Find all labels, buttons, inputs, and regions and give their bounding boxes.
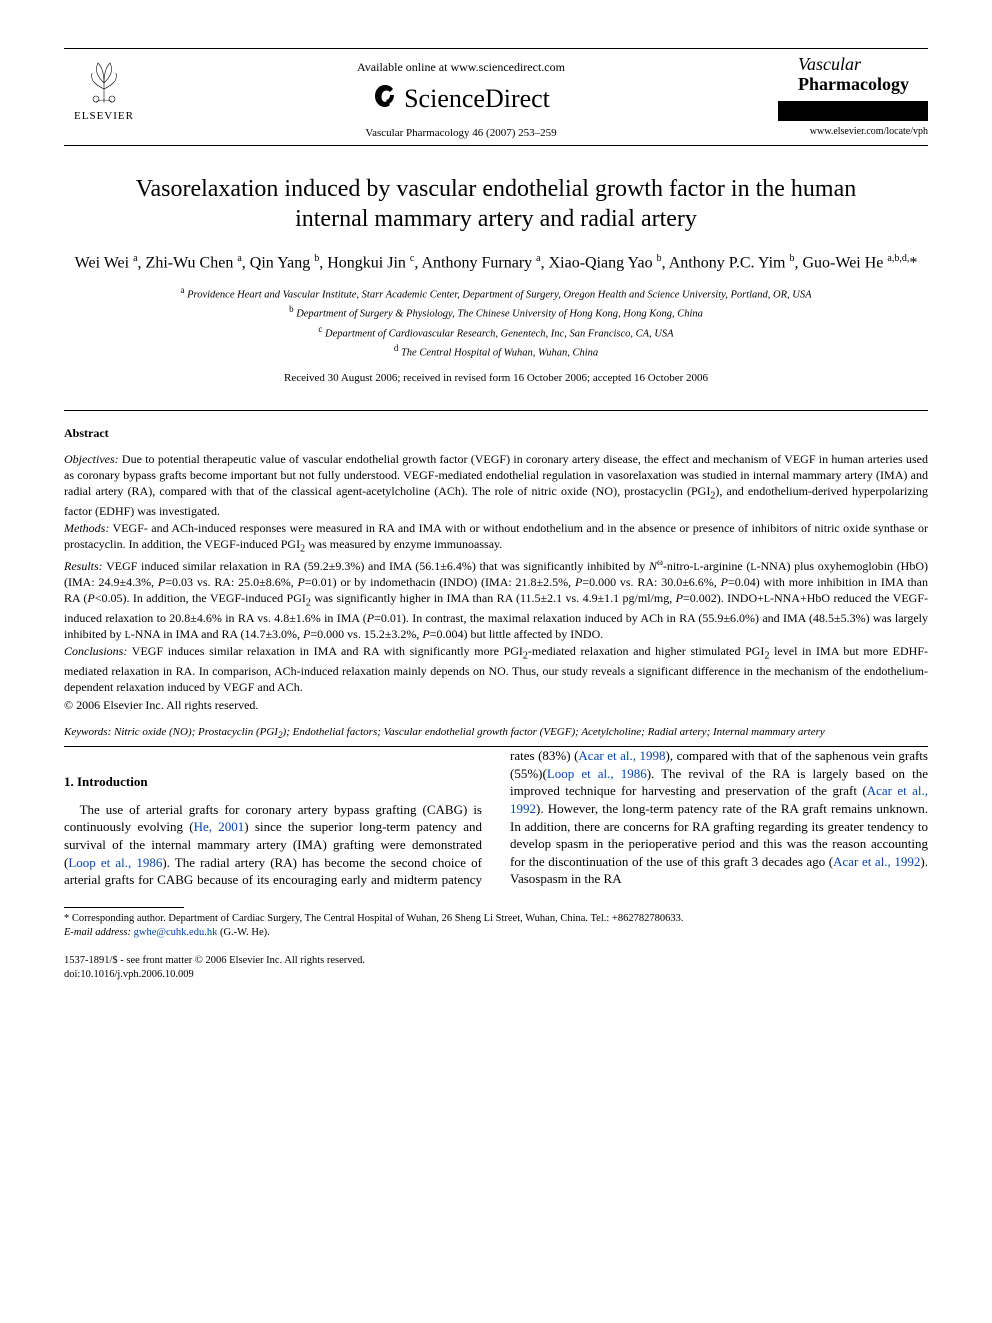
- footnote-rule: [64, 907, 184, 908]
- email-address[interactable]: gwhe@cuhk.edu.hk: [134, 927, 218, 938]
- footnotes: * Corresponding author. Department of Ca…: [64, 912, 928, 940]
- journal-bar: [778, 101, 928, 121]
- abstract-heading: Abstract: [64, 425, 928, 441]
- corresponding-author: * Corresponding author. Department of Ca…: [64, 912, 928, 926]
- email-tail: (G.-W. He).: [217, 927, 269, 938]
- affiliation-c: c Department of Cardiovascular Research,…: [64, 323, 928, 342]
- journal-title-line1: Vascular: [798, 55, 928, 75]
- journal-url[interactable]: www.elsevier.com/locate/vph: [778, 125, 928, 139]
- sd-part2: Direct: [485, 84, 550, 113]
- email-line: E-mail address: gwhe@cuhk.edu.hk (G.-W. …: [64, 926, 928, 940]
- keywords: Keywords: Nitric oxide (NO); Prostacycli…: [64, 725, 928, 742]
- journal-title-line2: Pharmacology: [798, 75, 928, 95]
- author-list: Wei Wei a, Zhi-Wu Chen a, Qin Yang b, Ho…: [64, 252, 928, 274]
- center-header: Available online at www.sciencedirect.co…: [144, 55, 778, 141]
- sd-part1: Science: [404, 84, 485, 113]
- front-matter-line: 1537-1891/$ - see front matter © 2006 El…: [64, 954, 928, 968]
- article-dates: Received 30 August 2006; received in rev…: [64, 371, 928, 386]
- elsevier-label: ELSEVIER: [64, 109, 144, 124]
- article-body: 1. Introduction The use of arterial graf…: [64, 747, 928, 888]
- affiliation-a: a Providence Heart and Vascular Institut…: [64, 284, 928, 303]
- journal-title: Vascular Pharmacology: [778, 55, 928, 95]
- abstract-body: Objectives: Due to potential therapeutic…: [64, 451, 928, 713]
- elsevier-logo-block: ELSEVIER: [64, 55, 144, 124]
- affiliation-b: b Department of Surgery & Physiology, Th…: [64, 303, 928, 322]
- abstract-conclusions: Conclusions: VEGF induces similar relaxa…: [64, 643, 928, 695]
- bottom-meta: 1537-1891/$ - see front matter © 2006 El…: [64, 954, 928, 982]
- doi-line: doi:10.1016/j.vph.2006.10.009: [64, 968, 928, 982]
- journal-citation: Vascular Pharmacology 46 (2007) 253–259: [144, 126, 778, 141]
- journal-header: ELSEVIER Available online at www.science…: [64, 48, 928, 146]
- abstract-results: Results: VEGF induced similar relaxation…: [64, 556, 928, 643]
- affiliations: a Providence Heart and Vascular Institut…: [64, 284, 928, 361]
- available-online-line: Available online at www.sciencedirect.co…: [144, 59, 778, 75]
- sciencedirect-text: ScienceDirect: [404, 81, 550, 116]
- sciencedirect-logo: ScienceDirect: [144, 81, 778, 116]
- article-title: Vasorelaxation induced by vascular endot…: [104, 174, 888, 234]
- journal-cover-block: Vascular Pharmacology www.elsevier.com/l…: [778, 55, 928, 138]
- abstract-methods: Methods: VEGF- and ACh-induced responses…: [64, 520, 928, 556]
- section-1-heading: 1. Introduction: [64, 773, 482, 791]
- elsevier-tree-icon: [78, 55, 130, 107]
- abstract-copyright: © 2006 Elsevier Inc. All rights reserved…: [64, 697, 928, 713]
- abstract-objectives: Objectives: Due to potential therapeutic…: [64, 451, 928, 519]
- sciencedirect-icon: [372, 83, 398, 114]
- email-label: E-mail address:: [64, 927, 131, 938]
- affiliation-d: d The Central Hospital of Wuhan, Wuhan, …: [64, 342, 928, 361]
- section-1-para: The use of arterial grafts for coronary …: [64, 747, 928, 888]
- rule-top: [64, 410, 928, 411]
